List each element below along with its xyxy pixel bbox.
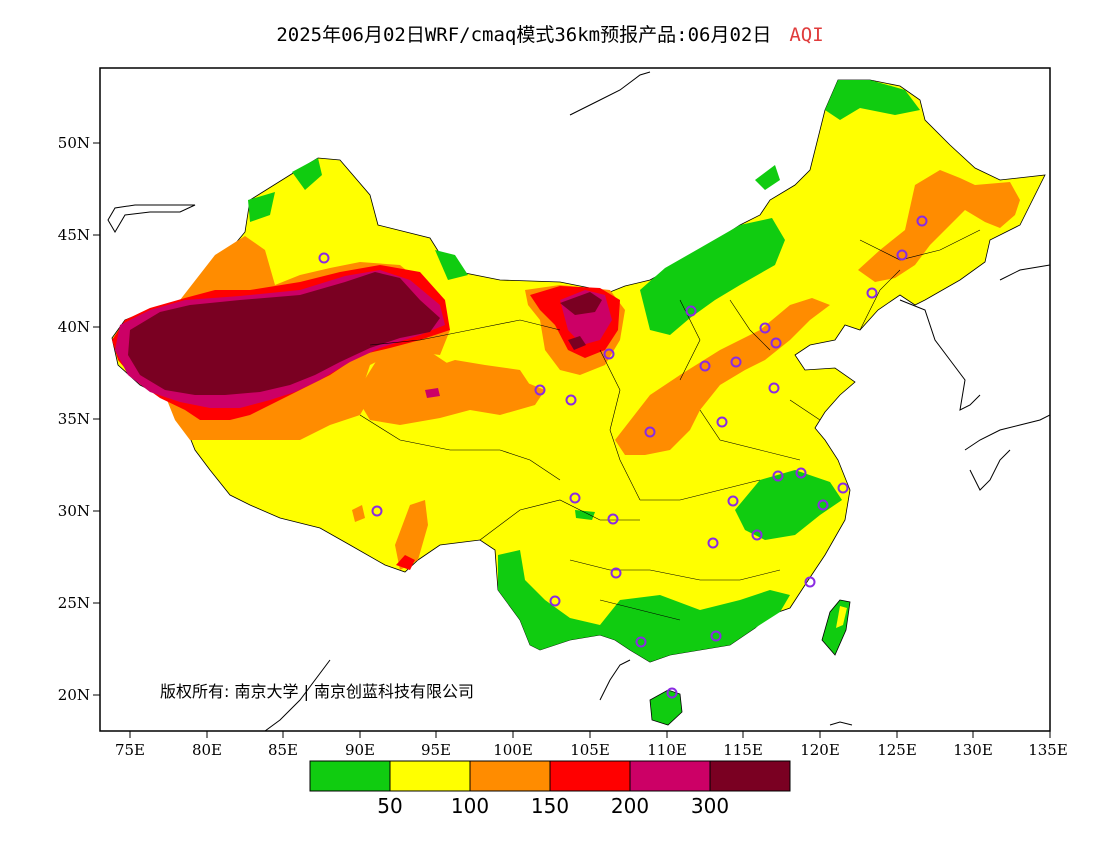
map-title: 2025年06月02日WRF/cmaq模式36km预报产品:06月02日 AQI bbox=[0, 20, 1100, 47]
x-tick-label: 115E bbox=[723, 741, 763, 759]
legend-swatch-orange bbox=[469, 760, 551, 792]
legend-labels: 50 100 150 200 300 bbox=[377, 794, 729, 818]
copyright-text: 版权所有: 南京大学 | 南京创蓝科技有限公司 bbox=[160, 682, 474, 701]
city-marker-haikou bbox=[666, 687, 678, 699]
city-marker-guiyang bbox=[610, 567, 622, 579]
title-variable: AQI bbox=[789, 24, 824, 46]
orange-region-tibet bbox=[395, 500, 428, 570]
x-tick-label: 90E bbox=[345, 741, 375, 759]
city-marker-guangzhou bbox=[710, 630, 722, 642]
city-marker-zhengzhou bbox=[716, 416, 728, 428]
x-tick-label: 130E bbox=[953, 741, 993, 759]
taiwan-yellow-core bbox=[836, 606, 847, 628]
city-marker-jinan bbox=[768, 382, 780, 394]
green-region-northwest bbox=[292, 158, 322, 190]
city-markers bbox=[318, 215, 928, 699]
legend-threshold-label: 300 bbox=[691, 794, 729, 818]
red-region-tibet bbox=[396, 555, 415, 570]
coastlines bbox=[107, 71, 1050, 731]
map-content bbox=[107, 71, 1050, 731]
province-borders bbox=[359, 229, 981, 621]
x-tick-label: 80E bbox=[192, 741, 222, 759]
legend-threshold-label: 200 bbox=[611, 794, 649, 818]
city-marker-chengdu bbox=[569, 492, 581, 504]
x-tick-label: 125E bbox=[877, 741, 917, 759]
city-marker-nanning bbox=[635, 636, 647, 648]
x-tick-label: 110E bbox=[647, 741, 687, 759]
city-marker-changchun bbox=[896, 249, 908, 261]
x-tick-label: 75E bbox=[115, 741, 145, 759]
city-marker-nanjing bbox=[795, 467, 807, 479]
title-main: 2025年06月02日WRF/cmaq模式36km预报产品:06月02日 bbox=[276, 24, 772, 46]
city-marker-lanzhou bbox=[565, 394, 577, 406]
city-marker-taiyuan bbox=[699, 360, 711, 372]
y-tick-label: 50N bbox=[58, 134, 90, 152]
maroon-region-gansu bbox=[560, 292, 602, 315]
tick-marks bbox=[93, 142, 1051, 738]
x-tick-label: 85E bbox=[268, 741, 298, 759]
city-marker-xining bbox=[534, 384, 546, 396]
y-axis-labels: 50N 45N 40N 35N 30N 25N 20N bbox=[58, 134, 90, 704]
legend-swatch-green bbox=[309, 760, 391, 792]
city-marker-shenyang bbox=[866, 287, 878, 299]
x-tick-label: 120E bbox=[800, 741, 840, 759]
green-region-far-west bbox=[248, 192, 275, 222]
city-marker-nanchang bbox=[751, 529, 763, 541]
legend-swatch-magenta bbox=[629, 760, 711, 792]
orange-region-north-china bbox=[615, 298, 830, 455]
green-region-east-china bbox=[735, 470, 842, 540]
city-marker-hefei bbox=[772, 470, 784, 482]
green-region-northeast-small bbox=[755, 165, 780, 190]
city-marker-yinchuan bbox=[603, 348, 615, 360]
y-tick-label: 45N bbox=[58, 226, 90, 244]
orange-region-qinghai bbox=[355, 345, 545, 425]
y-tick-label: 25N bbox=[58, 594, 90, 612]
x-tick-label: 105E bbox=[570, 741, 610, 759]
green-region-inner-mongolia bbox=[640, 218, 785, 335]
x-tick-label: 135E bbox=[1028, 741, 1068, 759]
green-region-northeast-tip bbox=[825, 80, 920, 120]
city-marker-harbin bbox=[916, 215, 928, 227]
maroon-region-gansu-small bbox=[568, 336, 586, 350]
y-tick-label: 35N bbox=[58, 410, 90, 428]
city-marker-shijiazhuang bbox=[730, 356, 742, 368]
green-region-xinjiang-east bbox=[435, 250, 468, 280]
legend-swatch-yellow bbox=[389, 760, 471, 792]
city-marker-fuzhou bbox=[804, 576, 816, 588]
city-marker-hohhot bbox=[685, 305, 697, 317]
orange-region-tibet-small bbox=[352, 505, 365, 522]
x-tick-label: 100E bbox=[493, 741, 533, 759]
city-marker-lhasa bbox=[371, 505, 383, 517]
x-axis-labels: 75E 80E 85E 90E 95E 100E 105E 110E 115E … bbox=[115, 741, 1068, 759]
city-marker-hangzhou bbox=[817, 499, 829, 511]
y-tick-label: 30N bbox=[58, 502, 90, 520]
legend-swatch-red bbox=[549, 760, 631, 792]
city-marker-xian bbox=[644, 426, 656, 438]
city-marker-kunming bbox=[549, 595, 561, 607]
city-marker-urumqi bbox=[318, 252, 330, 264]
maroon-region-tarim bbox=[128, 272, 440, 395]
magenta-region-qinghai bbox=[425, 388, 440, 398]
legend-threshold-label: 50 bbox=[377, 794, 402, 818]
city-marker-changsha bbox=[707, 537, 719, 549]
legend-threshold-label: 150 bbox=[531, 794, 569, 818]
legend-swatch-maroon bbox=[709, 760, 791, 792]
legend-threshold-label: 100 bbox=[451, 794, 489, 818]
city-marker-beijing bbox=[759, 322, 771, 334]
y-tick-label: 40N bbox=[58, 318, 90, 336]
x-tick-label: 95E bbox=[421, 741, 451, 759]
city-marker-wuhan bbox=[727, 495, 739, 507]
city-marker-shanghai bbox=[837, 482, 849, 494]
y-tick-label: 20N bbox=[58, 686, 90, 704]
city-marker-tianjin bbox=[770, 337, 782, 349]
city-marker-chongqing bbox=[607, 513, 619, 525]
green-region-sichuan bbox=[575, 510, 595, 520]
legend-color-bar bbox=[309, 760, 791, 792]
green-region-south-yunnan bbox=[498, 550, 790, 662]
